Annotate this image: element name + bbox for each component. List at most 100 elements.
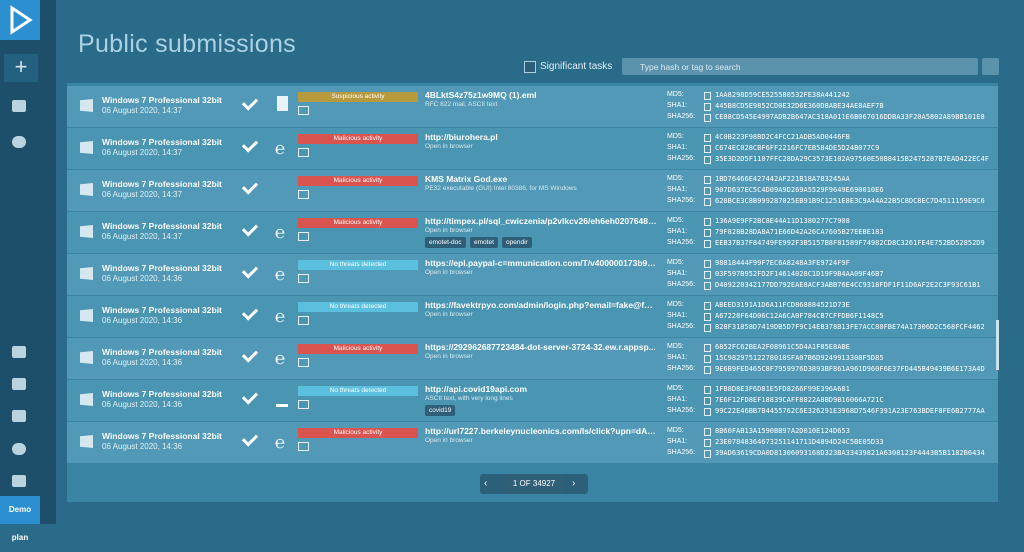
copy-icon[interactable]: [704, 450, 711, 458]
scrollbar[interactable]: [996, 320, 999, 370]
copy-icon[interactable]: [704, 355, 711, 363]
hash-value: 03F597B952FD2F14614028C1D19F9B4AA09F46B7: [715, 270, 884, 278]
copy-icon[interactable]: [704, 397, 711, 405]
task-name[interactable]: http://url7227.berkeleynucleonics.com/ls…: [425, 426, 657, 436]
tag[interactable]: emotet: [470, 237, 498, 248]
copy-icon[interactable]: [704, 145, 711, 153]
search-box[interactable]: [622, 58, 978, 75]
nav-icon[interactable]: [12, 410, 26, 422]
plan-label[interactable]: Demo plan: [0, 496, 40, 542]
copy-icon[interactable]: [704, 344, 711, 352]
copy-icon[interactable]: [704, 302, 711, 310]
hash-label: MD5:: [667, 133, 684, 140]
logo[interactable]: [0, 0, 40, 40]
hash-label: SHA256:: [667, 281, 696, 288]
copy-icon[interactable]: [704, 282, 711, 290]
hash-value: 9E6B9FED465C8F7959976D3893BF861A961D960F…: [715, 365, 985, 373]
task-name[interactable]: http://timpex.pl/sql_cwiczenia/p2vlkcv26…: [425, 216, 657, 226]
copy-icon[interactable]: [704, 260, 711, 268]
hash-label: SHA256:: [667, 323, 696, 330]
hash-label: MD5:: [667, 343, 684, 350]
hash-label: SHA1:: [667, 438, 688, 445]
hash-label: SHA256:: [667, 239, 696, 246]
copy-icon[interactable]: [704, 439, 711, 447]
browser-icon: ℮: [275, 265, 286, 285]
submission-row[interactable]: Windows 7 Professional 32bit 06 August 20…: [67, 86, 998, 127]
check-icon: [241, 304, 259, 321]
prev-button[interactable]: ‹: [484, 478, 488, 489]
hash-value: 7E6F12FD8EF18839CAFF8822A8BD9B16066A721C: [715, 396, 884, 404]
copy-icon[interactable]: [704, 134, 711, 142]
date: 06 August 2020, 14:36: [102, 442, 183, 451]
nav-icon[interactable]: [12, 346, 26, 358]
copy-icon[interactable]: [704, 366, 711, 374]
windows-icon: [80, 309, 93, 322]
action-icon: [298, 232, 309, 241]
new-task-button[interactable]: +: [4, 54, 38, 82]
date: 06 August 2020, 14:37: [102, 232, 183, 241]
action-icon: [298, 274, 309, 283]
hash-value: 907D637EC5C4D09A9D269A5529F9649E690010E6: [715, 186, 884, 194]
copy-icon[interactable]: [704, 408, 711, 416]
copy-icon[interactable]: [704, 386, 711, 394]
submission-row[interactable]: Windows 7 Professional 32bit 06 August 20…: [67, 254, 998, 295]
submission-row[interactable]: Windows 7 Professional 32bit 06 August 20…: [67, 170, 998, 211]
copy-icon[interactable]: [704, 313, 711, 321]
copy-icon[interactable]: [704, 187, 711, 195]
task-name[interactable]: http://api.covid19api.com: [425, 384, 528, 394]
tag[interactable]: opendir: [502, 237, 532, 248]
submission-row[interactable]: Windows 7 Professional 32bit 06 August 20…: [67, 296, 998, 337]
hash-label: MD5:: [667, 217, 684, 224]
submission-row[interactable]: Windows 7 Professional 32bit 06 August 20…: [67, 128, 998, 169]
submission-row[interactable]: Windows 7 Professional 32bit 06 August 20…: [67, 422, 998, 463]
hash-label: MD5:: [667, 385, 684, 392]
next-button[interactable]: ›: [572, 478, 576, 489]
copy-icon[interactable]: [704, 271, 711, 279]
page-indicator: 1 OF 34927: [505, 474, 563, 494]
task-name[interactable]: https://favektrpyo.com/admin/login.php?e…: [425, 300, 657, 310]
check-icon: [241, 178, 259, 195]
task-subtitle: ASCII text, with very long lines: [425, 395, 513, 402]
task-subtitle: Open in browser: [425, 143, 473, 150]
hash-label: MD5:: [667, 259, 684, 266]
page-title: Public submissions: [78, 30, 296, 58]
checkbox-label[interactable]: Significant tasks: [540, 61, 613, 72]
os-name: Windows 7 Professional 32bit: [102, 95, 222, 105]
submission-row[interactable]: Windows 7 Professional 32bit 06 August 20…: [67, 338, 998, 379]
copy-icon[interactable]: [704, 92, 711, 100]
task-name[interactable]: 4BLktS4z75z1w9MQ (1).eml: [425, 90, 537, 100]
hash-label: SHA256:: [667, 155, 696, 162]
copy-icon[interactable]: [704, 218, 711, 226]
nav-icon[interactable]: [12, 100, 26, 112]
copy-icon[interactable]: [704, 198, 711, 206]
copy-icon[interactable]: [704, 103, 711, 111]
filter-button[interactable]: [982, 58, 999, 75]
copy-icon[interactable]: [704, 240, 711, 248]
task-name[interactable]: http://biurohera.pl: [425, 132, 498, 142]
copy-icon[interactable]: [704, 229, 711, 237]
nav-icon[interactable]: [12, 378, 26, 390]
hash-label: SHA1:: [667, 102, 688, 109]
checkbox[interactable]: [524, 61, 536, 73]
task-name[interactable]: https://292962687723484-dot-server-3724-…: [425, 342, 656, 352]
copy-icon[interactable]: [704, 114, 711, 122]
nav-icon[interactable]: [12, 475, 26, 487]
tag[interactable]: emotet-doc: [425, 237, 466, 248]
date: 06 August 2020, 14:36: [102, 358, 183, 367]
hash-value: 8B60FAB13A1590BB97A2D010E124D653: [715, 427, 850, 435]
copy-icon[interactable]: [704, 324, 711, 332]
task-name[interactable]: KMS Matrix God.exe: [425, 174, 508, 184]
hash-label: SHA256:: [667, 113, 696, 120]
windows-icon: [80, 99, 93, 112]
copy-icon[interactable]: [704, 176, 711, 184]
browser-icon: ℮: [275, 139, 286, 159]
task-name[interactable]: https://epl.paypal-c=mmunication.com/T/v…: [425, 258, 657, 268]
copy-icon[interactable]: [704, 428, 711, 436]
nav-icon[interactable]: [12, 443, 26, 455]
tag[interactable]: covid19: [425, 405, 456, 416]
submission-row[interactable]: Windows 7 Professional 32bit 06 August 20…: [67, 212, 998, 253]
nav-icon[interactable]: [12, 136, 26, 148]
submission-row[interactable]: Windows 7 Professional 32bit 06 August 20…: [67, 380, 998, 421]
check-icon: [241, 220, 259, 237]
copy-icon[interactable]: [704, 156, 711, 164]
